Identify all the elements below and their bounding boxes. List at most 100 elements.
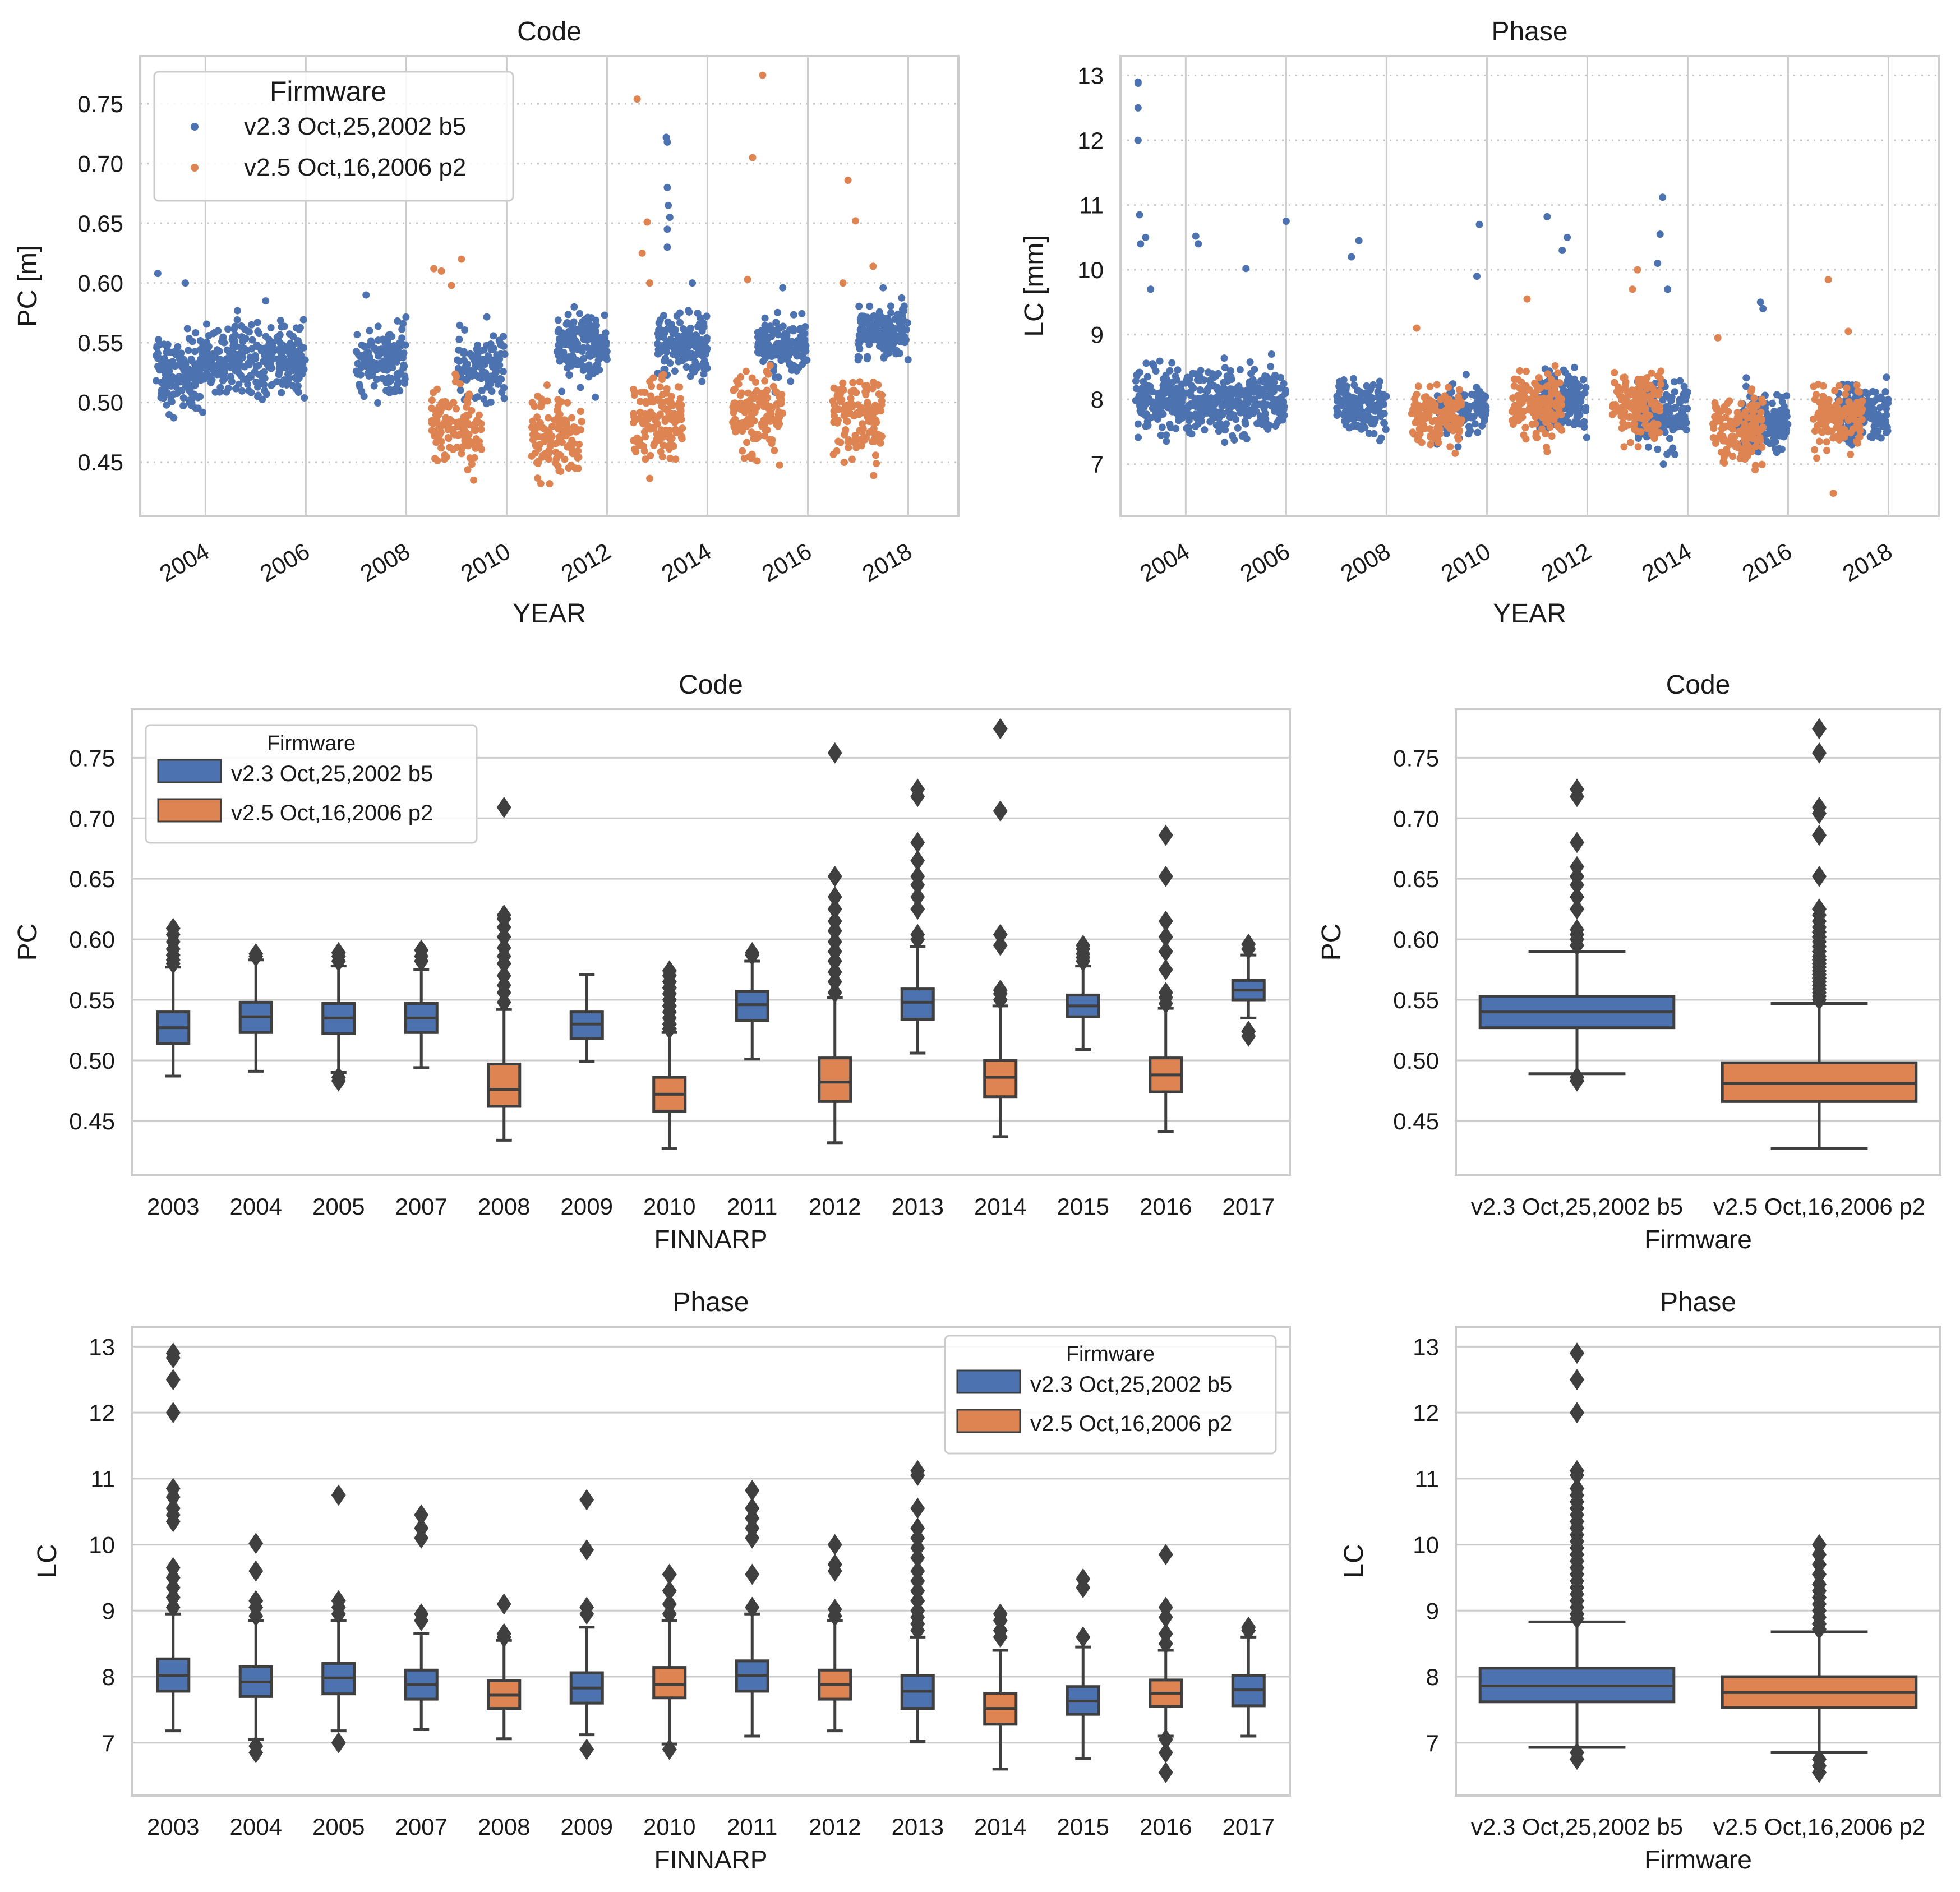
data-point	[1749, 435, 1757, 442]
data-point	[1582, 384, 1590, 391]
data-point	[742, 367, 750, 375]
data-point	[528, 423, 536, 431]
data-point	[1648, 369, 1655, 377]
data-point	[563, 319, 571, 327]
outlier-marker	[1158, 865, 1173, 887]
data-point	[588, 329, 596, 336]
data-point	[555, 335, 563, 343]
y-tick-label: 10	[89, 1532, 115, 1558]
x-tick-label: 2004	[230, 1813, 282, 1840]
data-point	[1364, 395, 1372, 403]
data-point	[428, 396, 436, 404]
data-point	[1260, 378, 1268, 386]
y-tick-label: 11	[1414, 1466, 1439, 1492]
data-point	[1821, 412, 1829, 420]
data-point	[1228, 410, 1236, 418]
data-point	[1738, 412, 1746, 419]
data-point	[552, 440, 560, 447]
data-point	[875, 342, 883, 350]
data-point	[1652, 388, 1660, 396]
data-point	[637, 409, 644, 417]
outlier-marker	[331, 1067, 346, 1088]
outlier-marker	[910, 1560, 925, 1582]
data-point	[698, 317, 705, 325]
data-point	[242, 335, 250, 343]
data-point	[1414, 382, 1422, 390]
data-point	[253, 383, 261, 391]
data-point	[168, 398, 176, 405]
data-point	[1135, 433, 1142, 441]
data-point	[1439, 418, 1447, 426]
outlier-marker	[1570, 919, 1584, 940]
legend-swatch	[956, 1409, 1021, 1433]
data-point	[861, 404, 869, 412]
data-point	[771, 446, 778, 454]
data-point	[473, 417, 481, 424]
data-point	[428, 404, 436, 412]
data-point	[393, 345, 401, 353]
data-point	[1740, 436, 1748, 444]
x-tick-label: 2007	[395, 1813, 448, 1840]
data-point	[1819, 393, 1827, 400]
data-point	[155, 336, 163, 344]
data-point	[442, 414, 450, 422]
data-point	[1855, 388, 1863, 396]
y-tick-label: 8	[1091, 386, 1104, 413]
outlier-marker	[910, 1517, 925, 1539]
data-point	[666, 338, 674, 345]
data-point	[886, 336, 893, 344]
data-point	[478, 347, 486, 355]
data-point	[437, 444, 445, 452]
data-point	[1664, 403, 1672, 410]
data-point	[555, 467, 563, 474]
data-point	[1759, 399, 1767, 407]
data-point	[787, 377, 795, 385]
data-point	[685, 308, 693, 316]
data-point	[1266, 384, 1274, 391]
data-point	[563, 357, 571, 365]
data-point	[1815, 409, 1823, 417]
y-tick-label: 0.75	[1393, 745, 1439, 771]
data-point	[543, 397, 551, 405]
data-point	[1751, 466, 1759, 474]
outlier-marker	[745, 1497, 760, 1519]
data-point	[1722, 413, 1730, 421]
y-tick-label: 0.50	[1393, 1047, 1439, 1074]
data-point	[445, 435, 453, 442]
data-point	[839, 379, 847, 387]
box-v2.3 Oct,25,2002 b5	[1478, 778, 1676, 1092]
data-point	[739, 447, 746, 455]
box-2003	[156, 917, 191, 1078]
data-point	[863, 355, 871, 363]
data-point	[774, 331, 782, 339]
data-point	[179, 402, 187, 410]
outlier-marker	[414, 939, 429, 961]
outlier-marker	[1812, 824, 1827, 846]
y-tick-label: 0.45	[77, 449, 123, 476]
outlier-marker	[1158, 982, 1173, 1004]
data-point	[762, 418, 769, 426]
data-point	[280, 322, 288, 330]
data-point	[546, 480, 554, 488]
data-point	[1142, 359, 1150, 367]
data-point	[648, 410, 656, 418]
data-point	[1262, 415, 1270, 423]
data-point	[856, 378, 864, 386]
outlier-marker	[248, 1533, 264, 1554]
x-tick-label: 2011	[727, 1193, 777, 1220]
outlier-marker	[248, 1560, 264, 1582]
data-point	[394, 317, 402, 325]
data-point	[768, 440, 776, 447]
data-point	[647, 392, 655, 400]
data-point	[1511, 407, 1519, 414]
data-point	[1546, 413, 1554, 421]
data-point	[870, 336, 878, 344]
data-point	[569, 328, 577, 336]
data-point	[1727, 417, 1735, 425]
y-tick-label: 0.55	[1393, 987, 1439, 1013]
data-point	[575, 440, 583, 448]
legend-marker	[191, 123, 199, 131]
data-point	[1247, 370, 1255, 377]
x-tick-label: 2006	[1235, 538, 1294, 587]
data-point	[797, 352, 805, 360]
